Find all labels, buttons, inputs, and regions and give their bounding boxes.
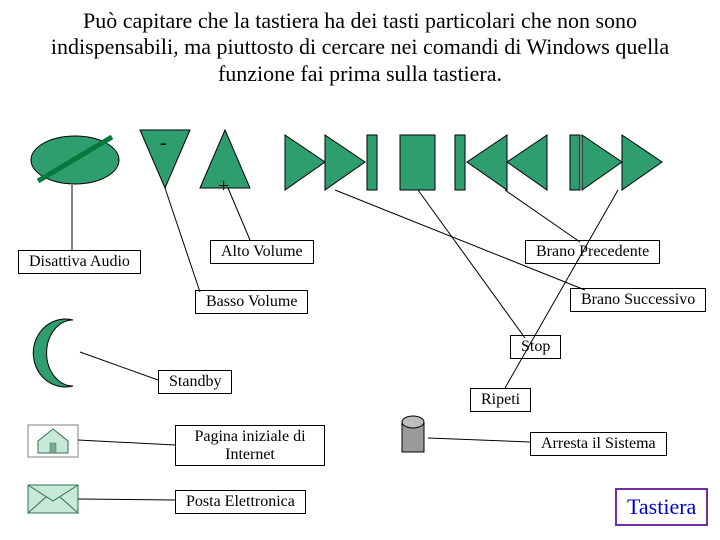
- ripeti-label: Ripeti: [470, 388, 531, 412]
- tastiera-label: Tastiera: [615, 488, 708, 526]
- stop-label: Stop: [510, 335, 561, 359]
- prev-track-icon: [455, 135, 550, 190]
- header-text: Può capitare che la tastiera ha dei tast…: [20, 8, 700, 87]
- power-button-icon: [398, 412, 428, 454]
- repeat-icon: [570, 135, 665, 190]
- arresta-sistema-label: Arresta il Sistema: [530, 432, 667, 456]
- alto-volume-label: Alto Volume: [210, 240, 314, 264]
- house-icon: [28, 425, 78, 457]
- minus-symbol: -: [160, 132, 167, 155]
- disattiva-audio-label: Disattiva Audio: [18, 250, 141, 274]
- brano-precedente-label: Brano Precedente: [525, 240, 660, 264]
- moon-icon: [28, 318, 88, 388]
- standby-label: Standby: [158, 370, 232, 394]
- envelope-icon: [28, 485, 78, 513]
- plus-symbol: +: [218, 175, 229, 198]
- posta-elettronica-label: Posta Elettronica: [175, 490, 306, 514]
- basso-volume-label: Basso Volume: [195, 290, 308, 314]
- stop-icon: [400, 135, 435, 190]
- pagina-internet-label: Pagina iniziale di Internet: [175, 425, 325, 466]
- mute-icon: [30, 135, 120, 185]
- brano-successivo-label: Brano Successivo: [570, 288, 706, 312]
- next-track-icon: [285, 135, 380, 190]
